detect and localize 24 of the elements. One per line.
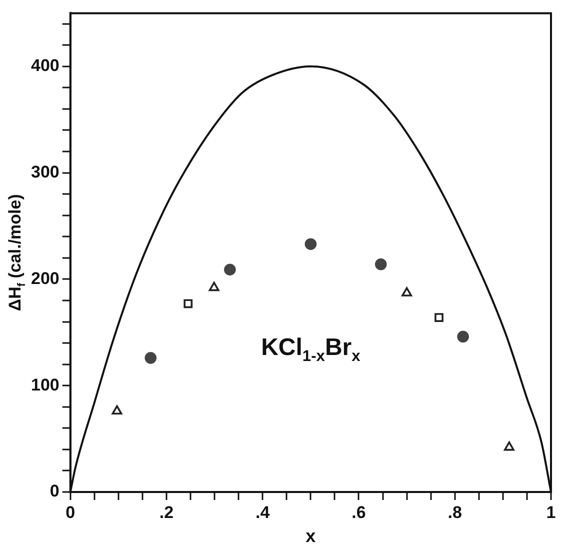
x-axis-title: x <box>306 526 316 546</box>
y-tick-label: 200 <box>30 268 60 288</box>
point <box>457 330 469 343</box>
point <box>208 282 220 292</box>
y-tick-label: 100 <box>30 375 60 394</box>
x-tick-label: .8 <box>448 502 462 522</box>
point <box>112 405 122 415</box>
x-tick-label: 1 <box>546 502 556 522</box>
y-tick-label: 0 <box>50 482 60 501</box>
y-tick-label: 300 <box>30 162 60 182</box>
point <box>224 264 236 276</box>
point <box>304 238 317 250</box>
y-axis-title: ΔHf (cal./mole) <box>6 194 28 312</box>
x-tick-label: 0 <box>66 502 76 522</box>
y-tick-label: 400 <box>30 56 60 76</box>
point <box>144 352 157 364</box>
point <box>504 441 514 451</box>
point <box>184 299 193 308</box>
x-tick-label: .4 <box>256 502 270 522</box>
point <box>434 313 444 322</box>
point <box>374 258 387 270</box>
point <box>402 287 412 296</box>
x-tick-label: .2 <box>159 502 174 522</box>
x-tick-label: .6 <box>352 502 366 522</box>
